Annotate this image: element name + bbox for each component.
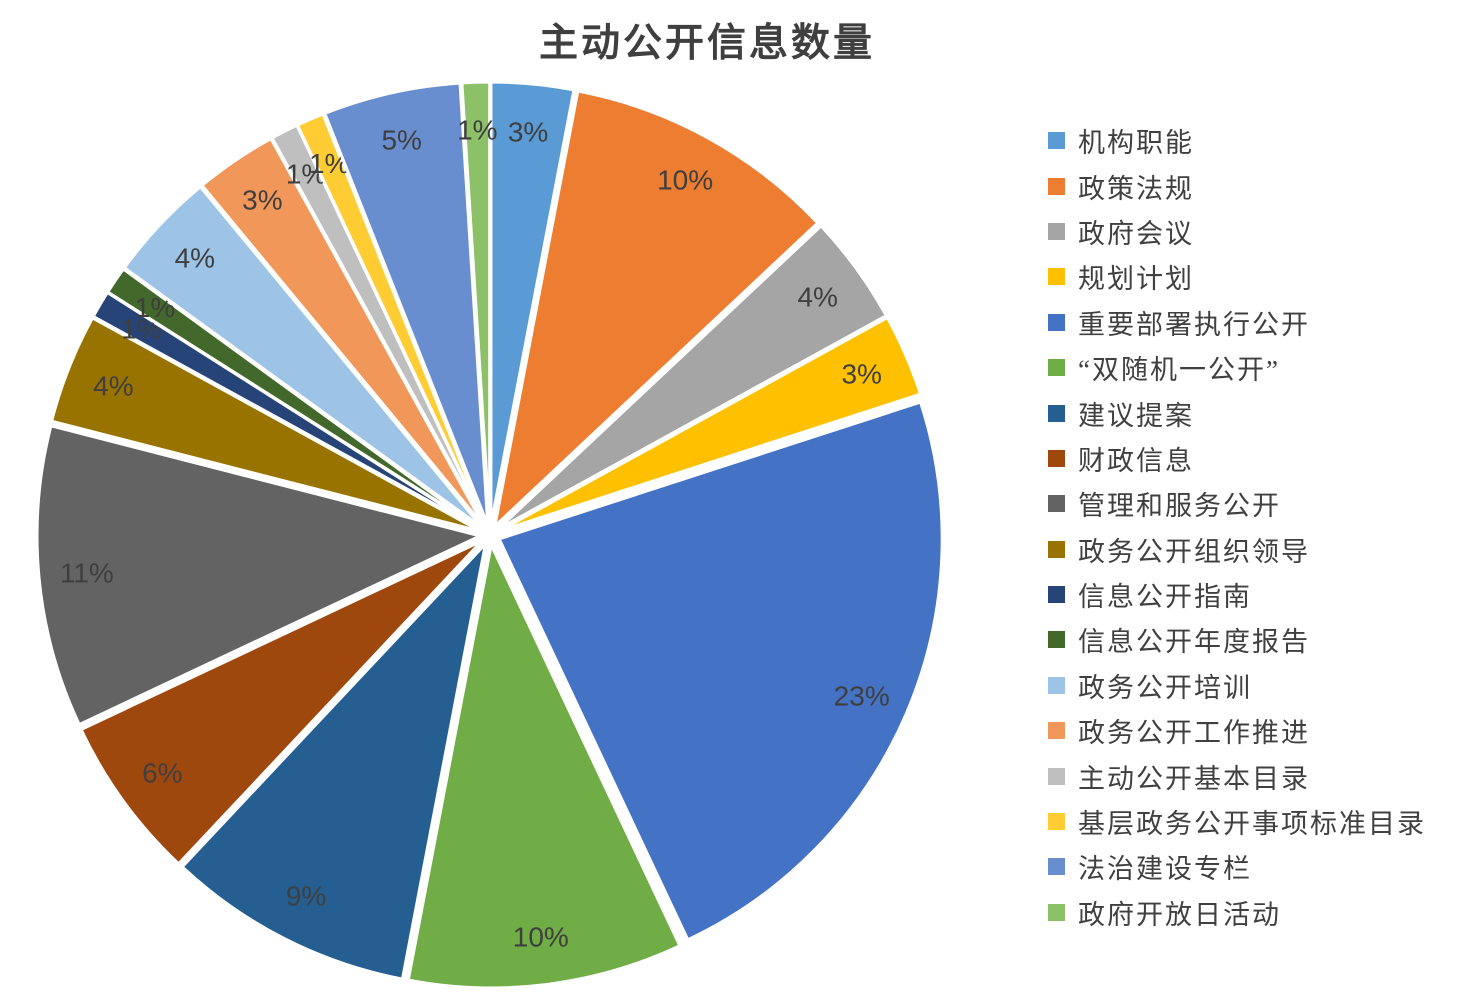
slice-percent-label: 9% xyxy=(286,880,326,911)
legend-swatch-icon xyxy=(1048,767,1065,785)
legend-item: 政务公开组织领导 xyxy=(1048,527,1426,572)
legend-item: 政务公开培训 xyxy=(1048,663,1426,708)
legend-label: 管理和服务公开 xyxy=(1078,491,1281,522)
pie-slice xyxy=(492,89,820,531)
legend-swatch-icon xyxy=(1048,177,1065,195)
legend-item: 重要部署执行公开 xyxy=(1048,300,1426,345)
slice-percent-label: 3% xyxy=(841,359,881,390)
slice-percent-label: 1% xyxy=(457,115,497,146)
pie-slice xyxy=(460,80,492,526)
legend-item: 机构职能 xyxy=(1048,118,1426,163)
legend-swatch-icon xyxy=(1048,540,1065,558)
slice-percent-label: 3% xyxy=(242,185,282,216)
legend-label: 政府开放日活动 xyxy=(1078,899,1281,930)
legend-label: 政务公开培训 xyxy=(1078,672,1252,703)
legend-label: 政策法规 xyxy=(1078,173,1194,204)
legend-swatch-icon xyxy=(1048,359,1065,377)
legend-item: 规划计划 xyxy=(1048,254,1426,299)
legend-swatch-icon xyxy=(1048,903,1065,921)
legend-item: 信息公开指南 xyxy=(1048,572,1426,617)
slice-percent-label: 6% xyxy=(142,758,182,789)
legend-swatch-icon xyxy=(1048,313,1065,331)
legend-label: 重要部署执行公开 xyxy=(1078,309,1310,340)
legend: 机构职能政策法规政府会议规划计划重要部署执行公开 “双随机一公开” 建议提案财政信息… xyxy=(1048,118,1426,935)
legend-item: 管理和服务公开 xyxy=(1048,481,1426,526)
slice-percent-label: 11% xyxy=(60,558,114,589)
slice-percent-label: 4% xyxy=(93,370,133,401)
legend-item: “双随机一公开” xyxy=(1048,345,1426,390)
pie-slice xyxy=(497,400,944,942)
pie-slice xyxy=(295,111,488,527)
legend-label: 信息公开年度报告 xyxy=(1078,627,1310,658)
legend-item: 建议提案 xyxy=(1048,390,1426,435)
legend-item: 政策法规 xyxy=(1048,163,1426,208)
legend-swatch-icon xyxy=(1048,722,1065,740)
slice-percent-label: 4% xyxy=(797,281,837,312)
slice-percent-label: 5% xyxy=(381,124,421,155)
pie-slice xyxy=(122,184,484,530)
legend-label: 主动公开基本目录 xyxy=(1078,763,1310,794)
legend-item: 财政信息 xyxy=(1048,436,1426,481)
legend-label: 政务公开工作推进 xyxy=(1078,718,1310,749)
legend-swatch-icon xyxy=(1048,132,1065,150)
legend-swatch-icon xyxy=(1048,813,1065,831)
legend-swatch-icon xyxy=(1048,268,1065,286)
slice-percent-label: 10% xyxy=(513,921,569,952)
pie-slice xyxy=(35,423,485,727)
legend-item: 主动公开基本目录 xyxy=(1048,753,1426,798)
pie-slice xyxy=(406,540,682,990)
legend-label: 建议提案 xyxy=(1078,400,1194,431)
legend-item: 信息公开年度报告 xyxy=(1048,617,1426,662)
legend-item: 基层政务公开事项标准目录 xyxy=(1048,799,1426,844)
pie-slice xyxy=(180,539,488,981)
slice-percent-label: 3% xyxy=(508,116,548,147)
legend-swatch-icon xyxy=(1048,586,1065,604)
legend-item: 政府开放日活动 xyxy=(1048,890,1426,935)
legend-swatch-icon xyxy=(1048,449,1065,467)
legend-label: 基层政务公开事项标准目录 xyxy=(1078,809,1426,840)
pie-slice xyxy=(497,223,889,531)
legend-item: 政府会议 xyxy=(1048,209,1426,254)
legend-swatch-icon xyxy=(1048,404,1065,422)
legend-label: 信息公开指南 xyxy=(1078,582,1252,613)
pie-slice xyxy=(79,539,484,866)
legend-label: 机构职能 xyxy=(1078,128,1194,159)
legend-label: 法治建设专栏 xyxy=(1078,854,1252,885)
legend-label: 政务公开组织领导 xyxy=(1078,536,1310,567)
slice-percent-label: 4% xyxy=(175,242,215,273)
chart-title: 主动公开信息数量 xyxy=(538,22,875,65)
pie-slice xyxy=(498,315,923,533)
slice-percent-label: 10% xyxy=(657,165,713,196)
pie-slice xyxy=(105,266,483,531)
legend-label: “双随机一公开” xyxy=(1078,355,1280,386)
legend-label: 财政信息 xyxy=(1078,445,1194,476)
legend-label: 规划计划 xyxy=(1078,264,1194,295)
legend-item: 政务公开工作推进 xyxy=(1048,708,1426,753)
legend-swatch-icon xyxy=(1048,495,1065,513)
slice-percent-label: 23% xyxy=(834,680,890,711)
legend-swatch-icon xyxy=(1048,631,1065,649)
legend-item: 法治建设专栏 xyxy=(1048,844,1426,889)
legend-label: 政府会议 xyxy=(1078,218,1194,249)
legend-swatch-icon xyxy=(1048,222,1065,240)
pie-slice xyxy=(49,315,482,533)
legend-swatch-icon xyxy=(1048,676,1065,694)
legend-swatch-icon xyxy=(1048,858,1065,876)
pie-slice xyxy=(322,81,490,526)
